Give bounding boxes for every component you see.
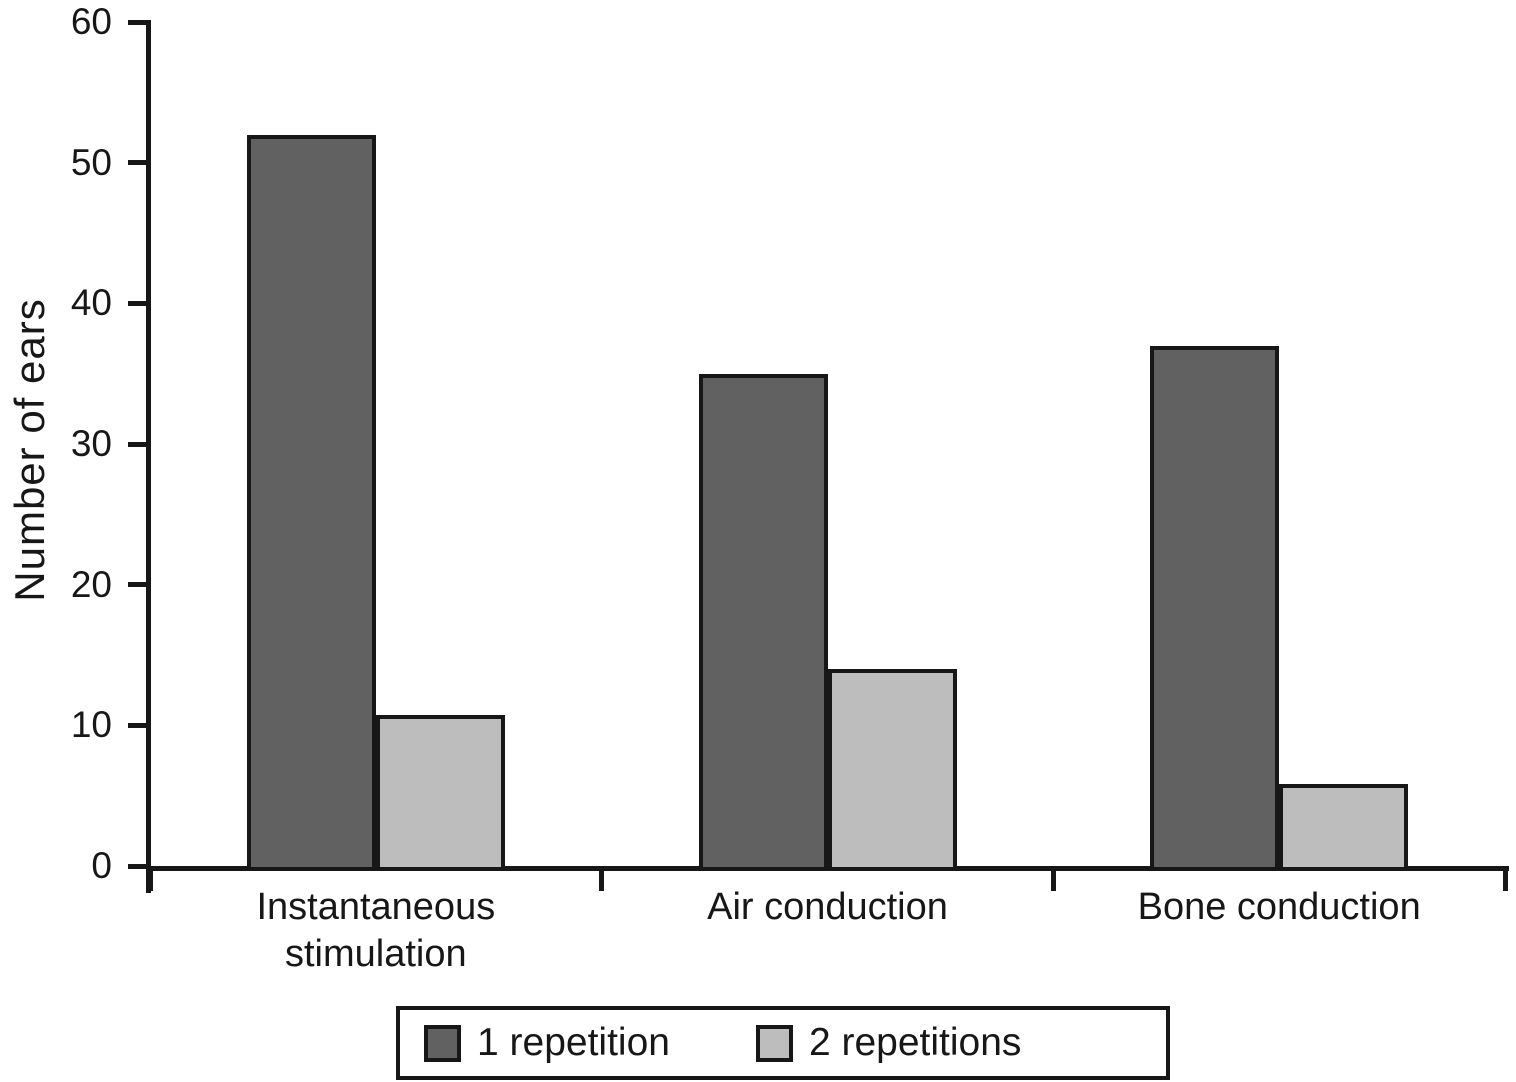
x-category-label-air-conduction: Air conduction (602, 884, 1054, 931)
y-tick-label-0: 0 (91, 845, 112, 886)
legend-item-1-repetition: 1 repetition (424, 1021, 670, 1065)
y-tick-40 (128, 300, 150, 306)
x-boundary-tick-2 (1050, 866, 1056, 891)
x-category-label-text: Bone conduction (1137, 886, 1421, 928)
bar-2-repetitions-instantaneous-stimulation (375, 715, 505, 871)
y-tick-20 (128, 582, 150, 588)
legend: 1 repetition 2 repetitions (396, 1006, 1170, 1080)
y-axis-line (146, 20, 151, 893)
bar-2-repetitions-air-conduction (827, 669, 957, 871)
legend-item-2-repetitions: 2 repetitions (755, 1021, 1022, 1065)
x-category-label-bone-conduction: Bone conduction (1053, 884, 1505, 931)
x-category-label-instantaneous-stimulation: Instantaneous stimulation (150, 884, 602, 978)
bar-1-repetition-bone-conduction (1150, 345, 1280, 871)
y-tick-50 (128, 160, 150, 166)
bar-1-repetition-instantaneous-stimulation (246, 134, 376, 871)
x-category-label-text: Air conduction (707, 886, 948, 928)
y-tick-label-30: 30 (70, 423, 112, 464)
x-category-label-text: Instantaneous stimulation (256, 886, 496, 975)
x-boundary-tick-1 (599, 866, 605, 891)
y-tick-label-50: 50 (70, 141, 112, 183)
y-tick-30 (128, 441, 150, 447)
y-tick-10 (128, 722, 150, 728)
x-boundary-tick-0 (147, 866, 153, 891)
y-tick-label-60: 60 (70, 1, 112, 42)
bar-2-repetitions-bone-conduction (1279, 784, 1409, 871)
legend-swatch-2-repetitions (755, 1024, 793, 1062)
y-tick-label-40: 40 (70, 282, 112, 324)
bar-1-repetition-air-conduction (698, 373, 828, 871)
y-tick-label-10: 10 (70, 704, 112, 746)
y-tick-label-20: 20 (70, 563, 112, 605)
y-tick-60 (128, 19, 150, 25)
legend-label-2-repetitions: 2 repetitions (808, 1021, 1022, 1064)
x-boundary-tick-3 (1502, 866, 1508, 891)
legend-label-1-repetition: 1 repetition (477, 1021, 670, 1064)
y-tick-0 (128, 863, 150, 869)
legend-swatch-1-repetition (424, 1024, 461, 1062)
